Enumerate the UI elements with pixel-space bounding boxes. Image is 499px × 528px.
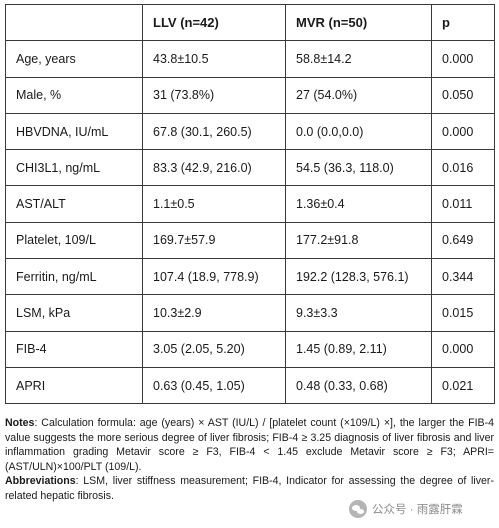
cell-variable: LSM, kPa <box>5 294 143 332</box>
cell-variable: CHI3L1, ng/mL <box>5 149 143 187</box>
cell-p: 0.344 <box>431 258 495 296</box>
cell-p: 0.000 <box>431 112 495 151</box>
cell-p: 0.050 <box>431 76 495 114</box>
cell-mvr: 1.45 (0.89, 2.11) <box>285 330 432 368</box>
cell-mvr: 54.5 (36.3, 118.0) <box>285 149 432 187</box>
table-row: Ferritin, ng/mL 107.4 (18.9, 778.9) 192.2 … <box>5 258 495 296</box>
cell-llv: 67.8 (30.1, 260.5) <box>142 112 286 151</box>
table-body: Age, years 43.8±10.5 58.8±14.2 0.000 Male, %… <box>5 40 495 405</box>
cell-llv: 31 (73.8%) <box>142 76 286 114</box>
watermark-text: 公众号 · 雨露肝霖 <box>372 504 463 516</box>
cell-p: 0.000 <box>431 40 495 78</box>
cell-p: 0.015 <box>431 294 495 332</box>
cell-p: 0.021 <box>431 366 495 405</box>
cell-mvr: 58.8±14.2 <box>285 40 432 78</box>
table-row: FIB-4 3.05 (2.05, 5.20) 1.45 (0.89, 2.11) 0… <box>5 330 495 368</box>
table-row: HBVDNA, IU/mL 67.8 (30.1, 260.5) 0.0 (0.0,… <box>5 112 495 151</box>
header-cell-variable <box>5 3 143 42</box>
cell-variable: Male, % <box>5 76 143 114</box>
abbreviations-text: : LSM, liver stiffness measurement; FIB-… <box>5 475 494 502</box>
cell-variable: AST/ALT <box>5 185 143 223</box>
table-footnotes: Notes: Calculation formula: age (years) … <box>5 416 494 504</box>
cell-variable: Ferritin, ng/mL <box>5 258 143 296</box>
table-row: CHI3L1, ng/mL 83.3 (42.9, 216.0) 54.5 (36.… <box>5 149 495 187</box>
table-row: AST/ALT 1.1±0.5 1.36±0.4 0.011 <box>5 185 495 223</box>
header-cell-mvr: MVR (n=50) <box>285 3 432 42</box>
cell-llv: 43.8±10.5 <box>142 40 286 78</box>
cell-llv: 10.3±2.9 <box>142 294 286 332</box>
cell-llv: 3.05 (2.05, 5.20) <box>142 330 286 368</box>
table-row: Male, % 31 (73.8%) 27 (54.0%) 0.050 <box>5 76 495 114</box>
cell-variable: APRI <box>5 366 143 405</box>
cell-mvr: 192.2 (128.3, 576.1) <box>285 258 432 296</box>
cell-llv: 0.63 (0.45, 1.05) <box>142 366 286 405</box>
cell-mvr: 177.2±91.8 <box>285 221 432 260</box>
cell-variable: HBVDNA, IU/mL <box>5 112 143 151</box>
abbreviations-paragraph: Abbreviations: LSM, liver stiffness meas… <box>5 474 494 503</box>
cell-llv: 1.1±0.5 <box>142 185 286 223</box>
characteristics-table: LLV (n=42) MVR (n=50) p Age, years 43.8±1… <box>5 3 495 405</box>
cell-p: 0.011 <box>431 185 495 223</box>
table-row: Platelet, 109/L 169.7±57.9 177.2±91.8 0.649 <box>5 221 495 260</box>
table-row: Age, years 43.8±10.5 58.8±14.2 0.000 <box>5 40 495 78</box>
abbreviations-label: Abbreviations <box>5 475 76 488</box>
notes-paragraph: Notes: Calculation formula: age (years) … <box>5 416 494 474</box>
cell-p: 0.000 <box>431 330 495 368</box>
wechat-icon <box>349 500 367 518</box>
cell-variable: Platelet, 109/L <box>5 221 143 260</box>
notes-label: Notes <box>5 417 35 429</box>
table-row: APRI 0.63 (0.45, 1.05) 0.48 (0.33, 0.68) 0.… <box>5 366 495 405</box>
cell-llv: 107.4 (18.9, 778.9) <box>142 258 286 296</box>
cell-mvr: 9.3±3.3 <box>285 294 432 332</box>
cell-mvr: 27 (54.0%) <box>285 76 432 114</box>
cell-llv: 169.7±57.9 <box>142 221 286 260</box>
cell-mvr: 0.48 (0.33, 0.68) <box>285 366 432 405</box>
cell-p: 0.016 <box>431 149 495 187</box>
cell-llv: 83.3 (42.9, 216.0) <box>142 149 286 187</box>
cell-p: 0.649 <box>431 221 495 260</box>
cell-mvr: 0.0 (0.0,0.0) <box>285 112 432 151</box>
cell-variable: Age, years <box>5 40 143 78</box>
notes-text: : Calculation formula: age (years) × AST… <box>5 417 494 473</box>
cell-mvr: 1.36±0.4 <box>285 185 432 223</box>
cell-variable: FIB-4 <box>5 330 143 368</box>
header-cell-p: p <box>431 3 495 42</box>
table-row: LSM, kPa 10.3±2.9 9.3±3.3 0.015 <box>5 294 495 332</box>
watermark: 公众号 · 雨露肝霖 <box>346 498 466 520</box>
table-header-row: LLV (n=42) MVR (n=50) p <box>5 3 495 42</box>
header-cell-llv: LLV (n=42) <box>142 3 286 42</box>
